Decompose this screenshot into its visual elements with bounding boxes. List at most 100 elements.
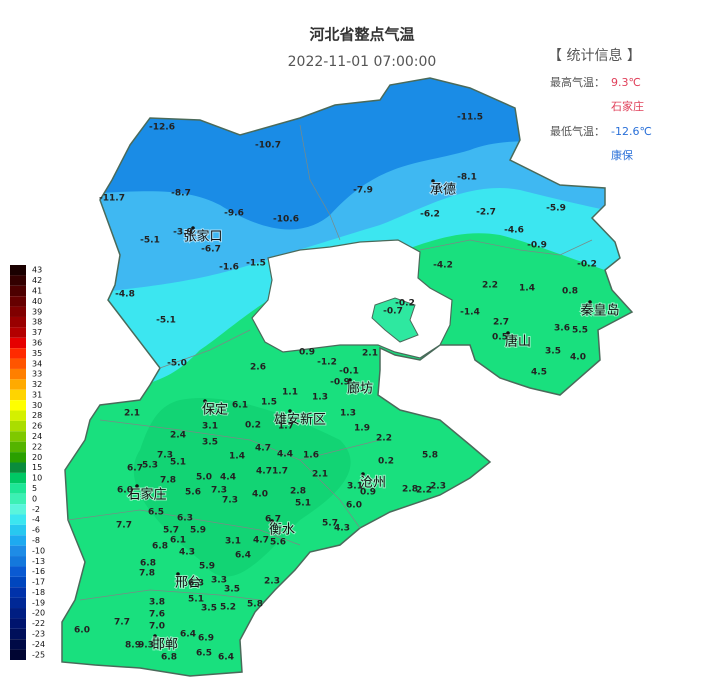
station-value: 3.5 (202, 438, 218, 448)
station-value: -6.2 (420, 210, 440, 220)
legend-swatch (10, 504, 26, 515)
station-value: -2.7 (476, 208, 496, 218)
station-value: 3.1 (202, 422, 218, 432)
legend-label: 35 (32, 349, 42, 358)
station-value: 2.1 (312, 470, 328, 480)
station-value: -0.7 (383, 307, 403, 317)
legend-swatch (10, 462, 26, 473)
legend-swatch (10, 400, 26, 411)
legend-label: 30 (32, 401, 42, 410)
legend-label: -8 (32, 536, 40, 545)
legend-label: 34 (32, 359, 42, 368)
station-value: 4.5 (531, 368, 547, 378)
min-label: 最低气温： (550, 124, 605, 138)
city-dot (203, 399, 207, 403)
legend-label: 5 (32, 484, 37, 493)
station-value: 6.1 (170, 536, 186, 546)
legend-swatch (10, 535, 26, 546)
station-value: -8.1 (457, 173, 477, 183)
legend-swatch (10, 431, 26, 442)
legend-label: 38 (32, 318, 42, 327)
station-value: 6.7 (127, 464, 143, 474)
station-value: -11.7 (99, 194, 125, 204)
station-value: 1.5 (261, 398, 277, 408)
legend-swatch (10, 618, 26, 629)
station-value: 1.7 (272, 467, 288, 477)
legend-label: 42 (32, 276, 42, 285)
station-value: 5.2 (220, 603, 236, 613)
station-value: 7.8 (160, 476, 176, 486)
legend-swatch (10, 556, 26, 567)
station-value: -5.1 (156, 316, 176, 326)
station-value: 1.4 (229, 452, 245, 462)
station-value: 2.7 (493, 318, 509, 328)
station-value: 6.5 (148, 508, 164, 518)
station-value: 5.5 (572, 326, 588, 336)
legend-label: 31 (32, 390, 42, 399)
legend-swatch (10, 296, 26, 307)
max-value: 9.3℃ (611, 76, 641, 89)
city-label: 保定 (202, 403, 228, 418)
station-value: 7.8 (139, 569, 155, 579)
legend-swatch (10, 597, 26, 609)
min-station: 康保 (611, 148, 633, 162)
station-value: -5.1 (140, 236, 160, 246)
station-value: 0.9 (299, 348, 315, 358)
station-value: 7.3 (211, 486, 227, 496)
station-value: 6.8 (140, 559, 156, 569)
city-dot (361, 472, 365, 476)
legend-swatch (10, 420, 26, 432)
station-value: 1.9 (354, 424, 370, 434)
station-value: 6.0 (117, 486, 133, 496)
legend-swatch (10, 285, 26, 297)
station-value: 6.4 (180, 630, 196, 640)
station-value: -7.9 (353, 186, 373, 196)
station-value: 5.6 (270, 538, 286, 548)
station-value: 7.3 (157, 451, 173, 461)
station-value: 4.3 (179, 548, 195, 558)
legend-label: 41 (32, 286, 42, 295)
city-label: 秦皇岛 (580, 303, 619, 319)
station-value: -4.8 (115, 290, 135, 300)
legend-swatch (10, 452, 26, 463)
station-value: -6.7 (201, 245, 221, 255)
city-label: 唐山 (505, 334, 531, 350)
title: 河北省整点气温 (309, 26, 414, 44)
station-value: 2.6 (250, 363, 266, 373)
station-value: 3.5 (201, 604, 217, 614)
station-value: 4.4 (277, 450, 293, 460)
legend-label: 26 (32, 422, 42, 431)
station-value: -1.5 (246, 259, 266, 269)
station-value: -5.9 (546, 204, 566, 214)
station-value: 5.7 (163, 526, 179, 536)
legend-swatch (10, 587, 26, 598)
min-value: -12.6℃ (611, 125, 652, 138)
station-value: -0.9 (330, 378, 350, 388)
city-dot (270, 519, 274, 523)
station-value: -0.2 (395, 299, 415, 309)
legend-swatch (10, 639, 26, 650)
station-value: -12.6 (149, 123, 175, 133)
legend-swatch (10, 566, 26, 577)
station-value: -1.6 (219, 263, 239, 273)
station-value: 3.6 (554, 324, 570, 334)
station-value: 2.2 (416, 486, 432, 496)
legend-label: -2 (32, 505, 40, 514)
city-label: 邢台 (175, 576, 201, 591)
city-dot (191, 226, 195, 230)
station-value: 2.1 (124, 409, 140, 419)
city-label: 沧州 (360, 475, 386, 491)
station-value: 2.8 (290, 487, 306, 497)
station-value: 4.7 (255, 444, 271, 454)
legend-swatch (10, 576, 26, 588)
max-station: 石家庄 (611, 99, 644, 113)
city-dot (431, 179, 435, 183)
legend-swatch (10, 472, 26, 484)
legend-swatch (10, 316, 26, 328)
legend-swatch (10, 368, 26, 380)
city-dot (588, 300, 592, 304)
station-value: 3.1 (225, 537, 241, 547)
legend-label: -25 (32, 650, 45, 659)
